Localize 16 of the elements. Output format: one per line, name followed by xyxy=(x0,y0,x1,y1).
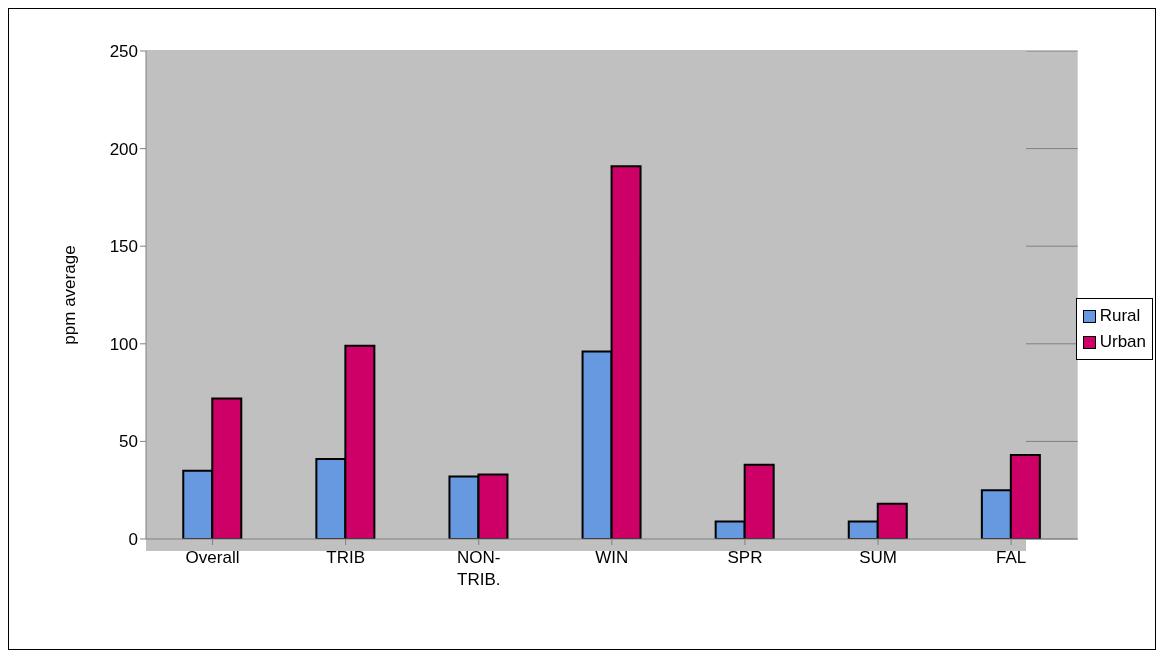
y-tick-label: 0 xyxy=(128,530,138,550)
x-tick-label: WIN xyxy=(595,548,629,567)
x-tick-label: TRIB xyxy=(326,548,366,567)
x-tick-label: NON-TRIB. xyxy=(457,548,501,589)
y-tick-label: 250 xyxy=(109,42,138,62)
legend-label: Urban xyxy=(1099,331,1146,353)
y-tick-label: 50 xyxy=(119,432,138,452)
y-tick-label: 200 xyxy=(109,139,138,159)
x-tick-label: SPR xyxy=(727,548,763,567)
y-tick-label: 150 xyxy=(109,237,138,257)
x-tick-label: SUM xyxy=(859,548,897,567)
y-tick-label: 100 xyxy=(109,334,138,354)
y-axis-title: ppm average xyxy=(60,245,80,345)
legend-label: Rural xyxy=(1099,305,1141,327)
x-tick-label: FAL xyxy=(996,548,1027,567)
x-tick-label: Overall xyxy=(185,548,240,567)
